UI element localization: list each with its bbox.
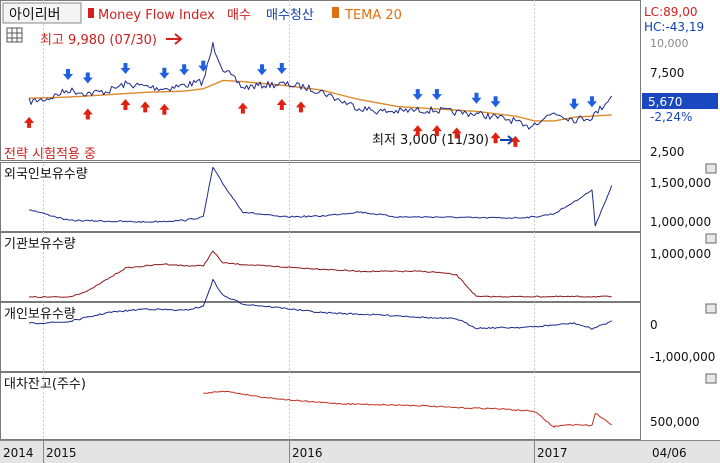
buy-signal-arrow <box>159 103 170 115</box>
close-icon-foreign[interactable] <box>705 163 717 174</box>
sell-signal-arrow <box>471 92 482 104</box>
x-label-2017: 2017 <box>537 446 568 460</box>
buy-signal-arrow <box>140 101 151 113</box>
individual-tick-0: 0 <box>650 318 658 332</box>
close-icon-inst[interactable] <box>705 233 717 244</box>
foreign-tick-1000000: 1,000,000 <box>650 215 711 229</box>
sell-signal-arrow <box>82 72 93 84</box>
current-price-value: 5,670 <box>648 95 682 109</box>
high-annotation: 최고 9,980 (07/30) <box>40 33 157 48</box>
lc-label: LC:89,00 <box>644 5 697 19</box>
sell-signal-arrow <box>569 98 580 110</box>
sell-signal-arrow <box>120 63 131 75</box>
buy-signal-arrow <box>451 127 462 139</box>
tema-label: TEMA 20 <box>344 8 402 23</box>
buy-liquidate-label: 매수청산 <box>266 8 314 23</box>
x-label-2016: 2016 <box>292 446 323 460</box>
sell-signal-arrow <box>257 64 268 76</box>
high-annotation-arrow <box>166 33 183 45</box>
close-icon-individual[interactable] <box>705 303 717 314</box>
signal-arrows <box>24 60 597 147</box>
low-annotation: 최저 3,000 (11/30) <box>372 133 489 148</box>
buy-label: 매수 <box>227 8 251 23</box>
inst-series-line <box>29 250 612 298</box>
buy-signal-arrow <box>120 99 131 111</box>
foreign-line-group <box>29 166 613 227</box>
sell-signal-arrow <box>586 96 597 108</box>
sell-signal-arrow <box>159 67 170 79</box>
price-tick-7500: 7,500 <box>650 66 684 80</box>
stock-name: 아이리버 <box>9 7 61 23</box>
sell-signal-arrow <box>276 63 287 75</box>
x-axis-bar <box>0 440 720 463</box>
buy-signal-arrow <box>295 101 306 113</box>
stock-name-box[interactable] <box>2 2 82 24</box>
individual-tick-neg1000000: -1,000,000 <box>650 350 715 364</box>
inst-tick-1000000: 1,000,000 <box>650 247 711 261</box>
foreign-tick-1500000: 1,500,000 <box>650 176 711 190</box>
loan-series-line <box>203 390 612 428</box>
buy-signal-arrow <box>82 108 93 120</box>
current-price-badge <box>642 93 718 109</box>
price-tick-top-partial: 10,000 <box>650 37 689 50</box>
inst-panel-title: 기관보유수량 <box>4 237 76 252</box>
foreign-series-line <box>29 166 613 227</box>
buy-signal-arrow <box>490 132 501 144</box>
tema-series-line <box>29 79 612 122</box>
price-change: -2,24% <box>650 110 692 124</box>
mfi-label: Money Flow Index <box>98 8 215 23</box>
buy-signal-arrow <box>510 135 521 147</box>
gridlines <box>43 0 535 440</box>
loan-line-group <box>203 390 612 428</box>
buy-signal-arrow <box>237 102 248 114</box>
foreign-panel-title: 외국인보유수량 <box>4 167 88 182</box>
panel-close-buttons[interactable] <box>705 163 717 384</box>
hc-label: HC:-43,19 <box>644 20 704 34</box>
sell-signal-arrow <box>412 89 423 101</box>
sell-signal-arrow <box>198 60 209 72</box>
buy-signal-arrow <box>24 116 35 128</box>
buy-signal-arrow <box>431 125 442 137</box>
sell-signal-arrow <box>431 89 442 101</box>
price-series-line <box>28 42 613 130</box>
price-tick-2500: 2,500 <box>650 145 684 159</box>
price-line-group <box>28 42 613 130</box>
tema-legend-swatch <box>332 7 339 18</box>
inst-line-group <box>29 250 612 298</box>
individual-series-line <box>29 278 612 330</box>
sell-signal-arrow <box>490 96 501 108</box>
buy-signal-arrow <box>412 125 423 137</box>
x-label-2014: 2014 <box>3 446 34 460</box>
x-label-2015: 2015 <box>46 446 77 460</box>
close-icon-loan[interactable] <box>705 373 717 384</box>
x-date-label: 04/06 <box>652 446 687 460</box>
buy-signal-arrow <box>276 99 287 111</box>
individual-panel-title: 개인보유수량 <box>4 307 76 322</box>
header-marker-red <box>88 8 94 18</box>
sell-signal-arrow <box>179 64 190 76</box>
grid-icon[interactable] <box>6 27 23 43</box>
individual-line-group <box>29 278 612 330</box>
loan-panel-title: 대차잔고(주수) <box>4 377 86 392</box>
sell-signal-arrow <box>63 68 74 80</box>
loan-tick-500000: 500,000 <box>650 415 700 429</box>
tema-line-group <box>29 79 612 122</box>
strategy-annotation: 전략 시험적용 중 <box>4 147 96 162</box>
